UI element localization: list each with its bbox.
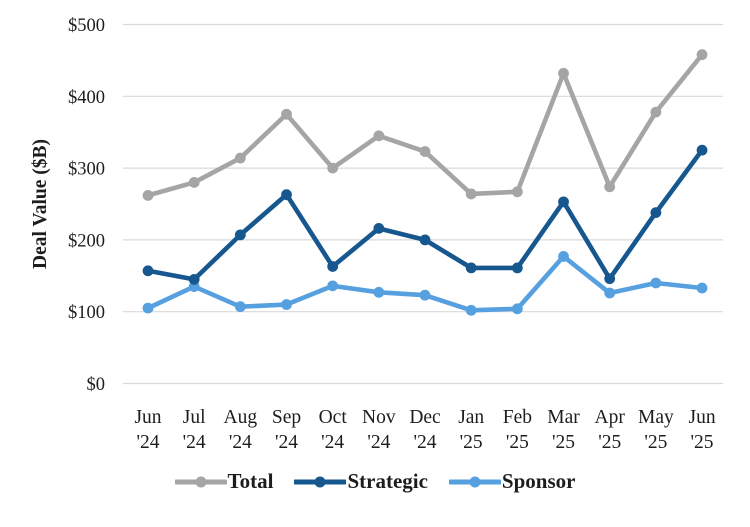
y-tick-label: $500	[68, 16, 105, 36]
legend: Total Strategic Sponsor	[0, 471, 750, 492]
x-tick-month: Aug	[224, 407, 258, 428]
data-point-sponsor	[142, 302, 154, 314]
data-point-total	[696, 49, 708, 61]
data-point-sponsor	[465, 304, 477, 316]
data-point-total	[511, 186, 523, 198]
data-point-strategic	[419, 234, 431, 246]
x-tick-year: '24	[229, 432, 252, 453]
x-tick-month: Mar	[547, 407, 580, 428]
data-point-sponsor	[558, 251, 569, 262]
data-point-strategic	[281, 189, 292, 201]
data-point-sponsor	[327, 280, 339, 292]
data-point-strategic	[142, 265, 154, 277]
y-axis-title: Deal Value ($B)	[30, 139, 51, 269]
data-point-sponsor	[650, 277, 662, 289]
legend-label-sponsor: Sponsor	[501, 469, 576, 493]
x-tick-month: Sep	[272, 407, 301, 428]
y-tick-label: $400	[68, 88, 105, 108]
x-tick-year: '25	[598, 432, 621, 453]
legend-label-total: Total	[227, 469, 274, 493]
x-tick-month: Nov	[362, 407, 396, 428]
data-point-sponsor	[696, 282, 708, 294]
y-tick-label: $200	[68, 231, 105, 251]
legend-dot	[469, 476, 481, 487]
y-tick-label: $100	[68, 303, 105, 323]
data-point-total	[650, 106, 662, 118]
data-point-sponsor	[373, 286, 385, 298]
x-tick-month: Apr	[595, 407, 626, 428]
y-tick-label: $300	[68, 160, 105, 180]
x-tick-year: '24	[414, 432, 437, 453]
data-point-strategic	[465, 262, 477, 274]
data-point-strategic	[604, 273, 616, 285]
x-tick-year: '24	[321, 432, 344, 453]
data-point-total	[419, 146, 431, 157]
x-tick-month: Feb	[503, 407, 532, 428]
x-tick-year: '25	[460, 432, 483, 453]
data-point-total	[373, 130, 385, 142]
data-point-total	[188, 177, 200, 188]
y-tick-label: $0	[87, 375, 106, 395]
legend-item-total: Total	[174, 469, 274, 493]
x-tick-year: '24	[183, 432, 206, 453]
x-tick-month: Oct	[319, 407, 348, 428]
x-tick-month: Jun	[688, 407, 715, 428]
x-tick-month: May	[638, 407, 674, 428]
data-point-sponsor	[419, 289, 431, 301]
x-tick-year: '24	[275, 432, 298, 453]
x-tick-year: '24	[367, 432, 390, 453]
plot-area: $0 $100 $200 $300 $400 $500 Deal Value ($B) Jun…	[30, 16, 723, 453]
data-point-sponsor	[604, 287, 616, 299]
x-tick-year: '25	[506, 432, 529, 453]
x-tick-year: '24	[136, 432, 159, 453]
data-point-total	[604, 181, 616, 193]
x-tick-year: '25	[644, 432, 667, 453]
legend-marker-total-icon	[174, 476, 227, 487]
data-point-total	[234, 152, 246, 164]
data-point-sponsor	[281, 299, 292, 310]
data-point-total	[465, 188, 477, 200]
legend-label-strategic: Strategic	[347, 469, 428, 493]
data-point-strategic	[327, 261, 339, 272]
series-line-total	[145, 52, 705, 198]
data-point-strategic	[558, 196, 569, 208]
data-point-strategic	[188, 273, 200, 285]
legend-dot	[195, 476, 207, 487]
data-point-strategic	[696, 144, 708, 156]
data-point-total	[281, 108, 292, 120]
legend-item-sponsor: Sponsor	[448, 469, 576, 493]
data-point-strategic	[650, 207, 662, 219]
x-tick-month: Jan	[458, 407, 484, 428]
data-point-total	[558, 67, 569, 79]
x-tick-month: Jul	[183, 407, 206, 428]
legend-dot	[314, 476, 326, 487]
x-tick-month: Jun	[134, 407, 161, 428]
data-point-strategic	[234, 229, 246, 241]
data-point-strategic	[511, 262, 523, 274]
legend-marker-strategic-icon	[294, 476, 347, 487]
legend-item-strategic: Strategic	[294, 469, 428, 493]
data-point-strategic	[373, 223, 385, 234]
legend-marker-sponsor-icon	[448, 476, 501, 487]
data-point-sponsor	[234, 301, 246, 313]
data-point-total	[142, 189, 154, 201]
x-tick-month: Dec	[409, 407, 441, 428]
data-point-sponsor	[511, 303, 523, 315]
data-point-total	[327, 162, 339, 174]
x-tick-year: '25	[552, 432, 575, 453]
x-tick-year: '25	[691, 432, 714, 453]
